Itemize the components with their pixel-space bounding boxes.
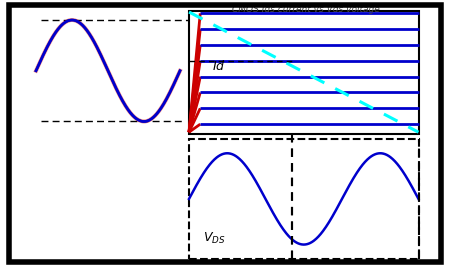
Text: $V_{DS}$: $V_{DS}$ [203,231,225,246]
Text: CMOS Ids current vs Vds voltage: CMOS Ids current vs Vds voltage [232,5,380,14]
Bar [189,11,418,134]
Text: $Id$: $Id$ [212,59,225,73]
Bar [189,139,418,259]
